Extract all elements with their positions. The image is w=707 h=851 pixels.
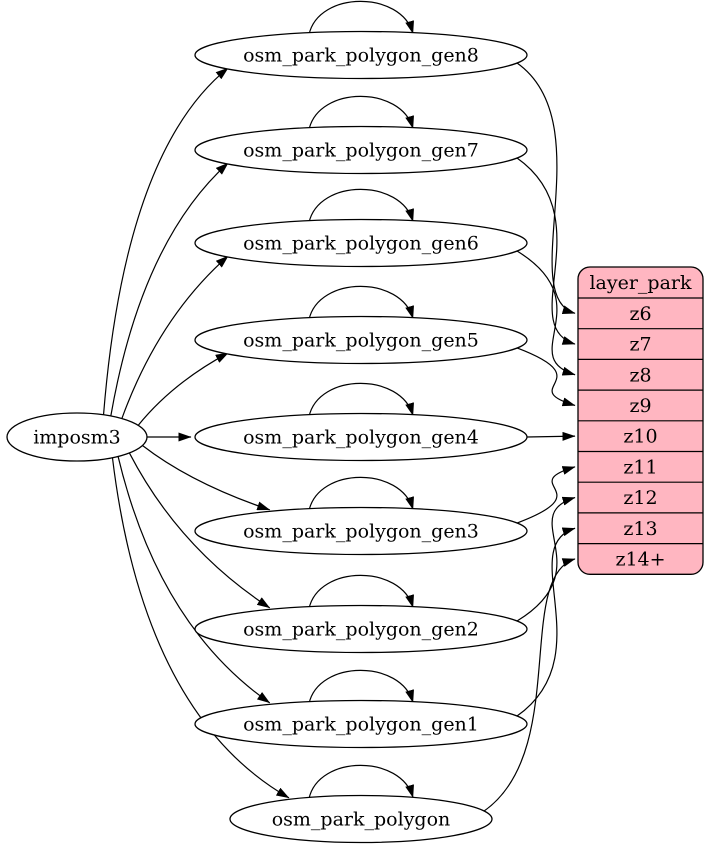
edge-imposm3-to-osm_park_polygon_gen8 — [102, 67, 229, 415]
layer-park-row-z6: z6 — [629, 303, 651, 325]
edge-imposm3-to-osm_park_polygon_gen5 — [137, 352, 229, 426]
layer-park-title: layer_park — [589, 272, 692, 294]
edge-imposm3-to-osm_park_polygon_gen3 — [142, 445, 271, 511]
edge-osm_park_polygon_gen4-to-z10 — [526, 431, 576, 441]
self-loop-edge-osm_park_polygon_gen7 — [308, 95, 414, 130]
self-loop-edge-osm_park_polygon_gen1 — [308, 669, 414, 704]
layer-park-row-z9: z9 — [629, 395, 651, 417]
node-ellipse-osm_park_polygon_gen1 — [194, 699, 528, 749]
self-loop-edge-osm_park_polygon_gen3 — [308, 476, 414, 511]
node-ellipse-osm_park_polygon_gen5 — [194, 315, 528, 365]
node-label-osm_park_polygon_gen1: osm_park_polygon_gen1 — [243, 714, 479, 736]
node-label-osm_park_polygon_gen8: osm_park_polygon_gen8 — [243, 45, 479, 67]
node-label-osm_park_polygon_gen7: osm_park_polygon_gen7 — [243, 140, 479, 162]
layer-park-row-z11: z11 — [623, 456, 657, 478]
self-loop-edge-osm_park_polygon_gen5 — [308, 285, 414, 320]
edge-imposm3-to-osm_park_polygon — [111, 457, 290, 799]
layer-park-row-z7: z7 — [629, 334, 651, 356]
self-loop-edge-osm_park_polygon — [308, 764, 414, 799]
node-label-osm_park_polygon_gen3: osm_park_polygon_gen3 — [243, 521, 479, 543]
self-loop-edge-osm_park_polygon_gen6 — [308, 188, 414, 223]
node-label-osm_park_polygon_gen5: osm_park_polygon_gen5 — [243, 330, 479, 352]
node-ellipse-osm_park_polygon — [229, 794, 493, 844]
layer-park-row-z14+: z14+ — [615, 548, 665, 570]
node-ellipse-osm_park_polygon_gen6 — [194, 218, 528, 268]
edge-osm_park_polygon_gen8-to-z6 — [516, 62, 576, 315]
layer-park-row-z10: z10 — [623, 426, 657, 448]
self-loop-edge-osm_park_polygon_gen4 — [308, 382, 414, 417]
node-label-imposm3: imposm3 — [33, 427, 121, 449]
edge-osm_park_polygon_gen5-to-z9 — [516, 347, 576, 407]
edge-osm_park_polygon_gen7-to-z7 — [516, 157, 576, 345]
layer-park-row-z12: z12 — [623, 487, 657, 509]
edge-osm_park_polygon_gen6-to-z8 — [516, 250, 576, 376]
edge-imposm3-to-osm_park_polygon_gen2 — [128, 452, 271, 609]
self-loop-edge-osm_park_polygon_gen8 — [308, 0, 414, 35]
node-ellipse-osm_park_polygon_gen2 — [194, 604, 528, 654]
node-ellipse-osm_park_polygon_gen7 — [194, 125, 528, 175]
edge-osm_park_polygon_gen1-to-z13 — [516, 527, 576, 717]
edge-osm_park_polygon-to-z14+ — [483, 558, 576, 812]
edge-osm_park_polygon_gen3-to-z11 — [516, 466, 576, 524]
edge-imposm3-to-osm_park_polygon_gen7 — [110, 162, 229, 417]
node-ellipse-osm_park_polygon_gen8 — [194, 30, 528, 80]
node-label-osm_park_polygon_gen4: osm_park_polygon_gen4 — [243, 427, 479, 449]
node-ellipse-imposm3 — [6, 412, 148, 462]
self-loop-edge-osm_park_polygon_gen2 — [308, 574, 414, 609]
layer-park-row-z8: z8 — [629, 364, 651, 386]
node-label-osm_park_polygon_gen6: osm_park_polygon_gen6 — [243, 233, 479, 255]
node-ellipse-osm_park_polygon_gen4 — [194, 412, 528, 462]
node-ellipse-osm_park_polygon_gen3 — [194, 506, 528, 556]
node-label-osm_park_polygon: osm_park_polygon — [272, 809, 451, 831]
edge-imposm3-to-osm_park_polygon_gen1 — [117, 456, 271, 704]
edge-imposm3-to-osm_park_polygon_gen6 — [121, 255, 229, 419]
node-label-osm_park_polygon_gen2: osm_park_polygon_gen2 — [243, 619, 479, 641]
layer-park-row-z13: z13 — [623, 518, 657, 540]
